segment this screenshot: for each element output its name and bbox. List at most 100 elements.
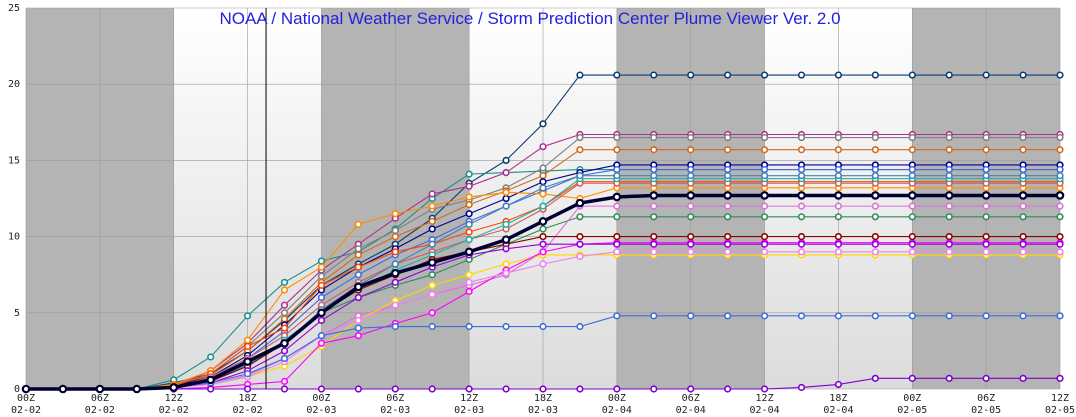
data-point xyxy=(724,213,732,221)
x-tick-date: 02-04 xyxy=(750,405,780,416)
x-tick-time: 06Z xyxy=(977,393,995,404)
data-point xyxy=(982,248,990,256)
data-point xyxy=(760,385,769,393)
data-point xyxy=(354,324,362,332)
data-point xyxy=(797,191,806,200)
data-point xyxy=(280,278,289,286)
data-point xyxy=(760,312,769,320)
data-point xyxy=(428,225,436,233)
plume-series xyxy=(21,71,1065,394)
y-tick-label: 5 xyxy=(14,308,20,319)
data-point xyxy=(576,213,584,221)
data-point xyxy=(650,248,658,256)
data-point xyxy=(982,71,990,79)
data-point xyxy=(132,384,142,394)
data-point xyxy=(465,182,473,190)
data-point xyxy=(760,146,769,154)
data-point xyxy=(502,260,510,268)
x-tick-date: 02-03 xyxy=(306,405,336,416)
x-tick-time: 06Z xyxy=(91,393,109,404)
data-point xyxy=(613,165,621,174)
data-point xyxy=(760,213,769,221)
data-point xyxy=(539,202,547,210)
data-point xyxy=(317,316,326,325)
data-point xyxy=(760,133,769,142)
x-tick-time: 00Z xyxy=(17,393,35,404)
data-point xyxy=(1019,146,1027,154)
data-point xyxy=(908,133,916,142)
data-point xyxy=(502,220,510,229)
data-point xyxy=(908,374,916,382)
data-point xyxy=(465,170,473,178)
data-point xyxy=(465,210,473,218)
data-point xyxy=(317,272,326,280)
data-point xyxy=(354,245,362,253)
x-tick-date: 02-05 xyxy=(897,405,927,416)
data-point xyxy=(428,240,436,248)
data-point xyxy=(982,240,990,248)
data-point xyxy=(982,165,990,174)
data-point xyxy=(687,146,695,154)
data-point xyxy=(650,133,658,142)
data-point xyxy=(650,71,658,79)
data-point xyxy=(834,233,843,241)
data-point xyxy=(724,233,732,241)
data-point xyxy=(1056,172,1064,180)
data-point xyxy=(797,213,806,221)
data-point xyxy=(1019,202,1027,210)
data-point xyxy=(834,240,843,248)
data-point xyxy=(1019,374,1027,382)
data-point xyxy=(945,233,953,241)
data-point xyxy=(354,282,363,292)
data-point xyxy=(945,172,953,180)
data-point xyxy=(539,143,547,151)
data-point xyxy=(243,385,252,393)
data-point xyxy=(317,332,326,340)
data-point xyxy=(465,200,473,209)
data-point xyxy=(982,172,990,180)
data-point xyxy=(871,146,879,154)
data-point xyxy=(650,213,658,221)
data-point xyxy=(724,202,732,210)
data-point xyxy=(613,172,621,180)
data-point xyxy=(945,202,953,210)
x-tick-time: 00Z xyxy=(608,393,626,404)
data-point xyxy=(576,172,584,180)
data-point xyxy=(354,263,362,271)
data-point xyxy=(613,213,621,221)
data-point xyxy=(391,322,399,331)
data-point xyxy=(650,165,658,174)
data-point xyxy=(650,233,658,241)
data-point xyxy=(465,193,473,201)
data-point xyxy=(317,281,326,289)
data-point xyxy=(243,342,252,350)
data-point xyxy=(724,312,732,320)
data-point xyxy=(871,191,880,200)
data-point xyxy=(576,133,584,142)
data-point xyxy=(1019,165,1027,174)
data-point xyxy=(391,301,399,309)
data-point xyxy=(871,248,879,256)
data-point xyxy=(871,233,879,241)
data-point xyxy=(465,287,473,296)
data-point xyxy=(797,71,806,79)
data-point xyxy=(871,202,879,210)
data-point xyxy=(501,235,511,244)
data-point xyxy=(354,251,362,259)
y-tick-label: 15 xyxy=(8,155,20,166)
data-point xyxy=(391,278,399,286)
data-point xyxy=(280,354,289,363)
data-point xyxy=(982,374,990,382)
data-point xyxy=(317,308,326,318)
x-tick-date: 02-02 xyxy=(11,405,41,416)
x-tick-date: 02-02 xyxy=(233,405,263,416)
data-point xyxy=(280,324,289,332)
data-point xyxy=(1019,71,1027,79)
data-point xyxy=(908,202,916,210)
data-point xyxy=(613,233,621,241)
y-tick-label: 20 xyxy=(8,79,20,90)
data-point xyxy=(502,322,510,331)
data-point xyxy=(1056,133,1064,142)
data-point xyxy=(613,385,621,393)
